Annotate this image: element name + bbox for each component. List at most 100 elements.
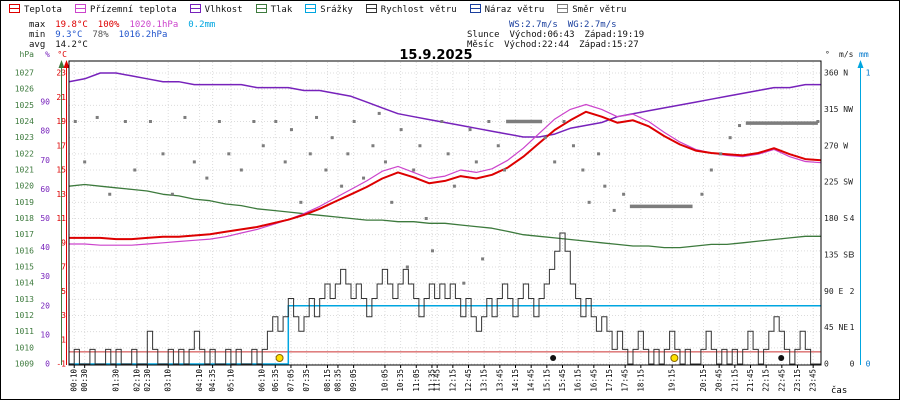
svg-text:4: 4 (850, 214, 855, 223)
legend-label: Přízemní teplota (89, 5, 177, 15)
svg-text:15:45: 15:45 (558, 369, 567, 392)
min-humidity: 78% (92, 30, 109, 40)
min-temp: 9.3°C (55, 30, 83, 40)
svg-text:05:10: 05:10 (226, 369, 235, 392)
svg-text:11:45: 11:45 (433, 369, 442, 392)
svg-text:1024: 1024 (15, 117, 34, 126)
svg-text:04:10: 04:10 (195, 369, 204, 392)
svg-text:1009: 1009 (15, 360, 34, 369)
legend-marker-icon (9, 4, 20, 13)
legend-marker-icon (305, 4, 317, 13)
svg-text:1014: 1014 (15, 279, 34, 288)
sun-moon-markers (275, 354, 785, 362)
legend-label: Tlak (270, 5, 293, 15)
svg-text:1: 1 (866, 69, 871, 78)
svg-text:11:35: 11:35 (427, 369, 436, 392)
legend-item: Vlhkost (189, 4, 243, 15)
svg-text:1023: 1023 (15, 133, 34, 142)
legend-item: Náraz větru (469, 4, 544, 15)
svg-text:3: 3 (850, 250, 855, 259)
svg-text:1011: 1011 (15, 327, 34, 336)
legend-label: Vlhkost (204, 5, 243, 15)
max-humidity: 100% (97, 20, 120, 30)
svg-text:19:15: 19:15 (668, 369, 677, 392)
svg-text:14:45: 14:45 (527, 369, 536, 392)
legend-label: Teplota (24, 5, 62, 15)
svg-text:1027: 1027 (15, 69, 34, 78)
svg-text:08:15: 08:15 (323, 369, 332, 392)
svg-text:03:10: 03:10 (164, 369, 173, 392)
svg-text:0: 0 (824, 360, 829, 369)
svg-text:22:15: 22:15 (762, 369, 771, 392)
svg-text:14:15: 14:15 (511, 369, 520, 392)
svg-text:09:05: 09:05 (349, 369, 358, 392)
series-ground-temperature (69, 103, 822, 246)
series-wind-speed (69, 232, 821, 365)
moon-label: Měsíc (467, 40, 495, 50)
sun-event-icon (275, 354, 284, 362)
svg-text:m/s: m/s (839, 50, 854, 59)
stats-avg-row: avg 14.2°C (29, 40, 98, 50)
svg-text:čas: čas (831, 385, 847, 396)
x-axis-labels: 00:10 00:30 01:30 02:10 02:30 03:10 04:10 04:35… (70, 369, 848, 396)
svg-text:hPa: hPa (20, 50, 35, 59)
series-temperature (69, 110, 822, 241)
series-precipitation (69, 305, 821, 365)
svg-text:360 N: 360 N (824, 69, 848, 78)
legend-item: Tlak (255, 4, 293, 15)
plot-border (68, 60, 822, 366)
legend-marker-icon (557, 4, 569, 13)
legend-marker-icon (365, 4, 377, 13)
svg-text:23:45: 23:45 (809, 369, 818, 392)
grid (69, 62, 821, 368)
svg-text:16:45: 16:45 (589, 369, 598, 392)
svg-text:1012: 1012 (15, 311, 34, 320)
svg-text:00:10: 00:10 (70, 369, 79, 392)
svg-text:1010: 1010 (15, 343, 34, 352)
svg-text:04:35: 04:35 (208, 369, 217, 392)
svg-text:1022: 1022 (15, 149, 34, 158)
svg-text:°: ° (825, 50, 830, 59)
svg-text:45 NE: 45 NE (824, 323, 848, 332)
svg-text:315 NW: 315 NW (824, 105, 853, 114)
svg-text:13:15: 13:15 (480, 369, 489, 392)
svg-text:%: % (45, 50, 50, 59)
max-pressure: 1020.1hPa (129, 20, 179, 30)
svg-text:5: 5 (61, 287, 66, 296)
min-label: min (29, 30, 46, 40)
svg-text:1017: 1017 (15, 230, 34, 239)
moon-event-icon (550, 355, 557, 361)
svg-text:00:30: 00:30 (80, 369, 89, 392)
svg-text:40: 40 (40, 243, 50, 252)
svg-text:10: 10 (40, 330, 50, 339)
svg-text:22:45: 22:45 (777, 369, 786, 392)
svg-text:11:05: 11:05 (412, 369, 421, 392)
svg-text:1019: 1019 (15, 198, 34, 207)
svg-text:02:10: 02:10 (132, 369, 141, 392)
svg-text:225 SW: 225 SW (824, 178, 853, 187)
svg-text:20:15: 20:15 (699, 369, 708, 392)
svg-text:mm: mm (859, 50, 869, 59)
moonset-time: Západ:15:27 (579, 40, 639, 50)
legend-marker-icon (255, 4, 267, 13)
axis-spines (58, 60, 864, 365)
svg-text:1020: 1020 (15, 182, 34, 191)
wind-speed-current: WS:2.7m/s (509, 20, 558, 30)
svg-text:°C: °C (57, 50, 67, 59)
svg-text:06:10: 06:10 (258, 369, 267, 392)
svg-text:23:15: 23:15 (793, 369, 802, 392)
wind-gust-current: WG:2.7m/s (567, 20, 617, 30)
stats-min-row: min 9.3°C 78% 1016.2hPa (29, 30, 177, 40)
svg-text:21:45: 21:45 (746, 369, 755, 392)
svg-text:01:30: 01:30 (112, 369, 121, 392)
svg-text:135 SE: 135 SE (824, 250, 853, 259)
svg-text:21:15: 21:15 (730, 369, 739, 392)
svg-text:60: 60 (40, 185, 50, 194)
svg-text:0: 0 (866, 360, 871, 369)
legend: Teplota Přízemní teplota Vlhkost Tlak Srážky… (9, 4, 626, 15)
svg-text:90 E: 90 E (824, 287, 843, 296)
svg-text:50: 50 (40, 214, 50, 223)
svg-text:1015: 1015 (15, 263, 34, 272)
svg-text:1016: 1016 (15, 246, 34, 255)
